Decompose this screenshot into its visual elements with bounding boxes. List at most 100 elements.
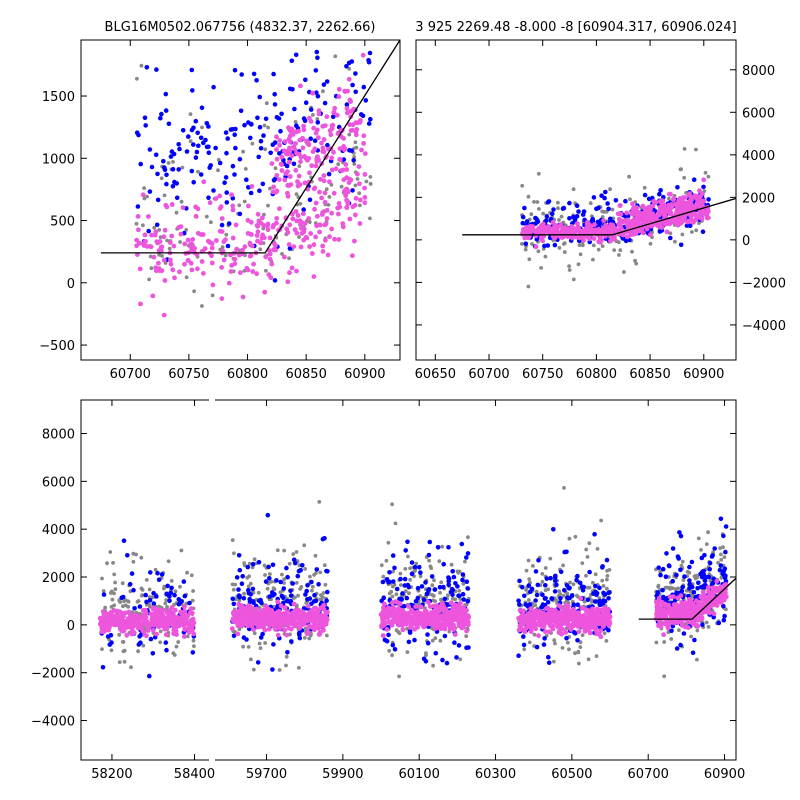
data-point	[689, 218, 694, 224]
data-point	[407, 591, 411, 596]
data-point	[699, 200, 705, 206]
data-point	[316, 135, 321, 141]
data-point	[282, 581, 286, 585]
data-point	[400, 627, 406, 633]
data-point	[362, 200, 368, 206]
data-point	[137, 266, 143, 272]
data-point	[266, 203, 270, 208]
data-point	[352, 155, 356, 159]
data-point	[391, 611, 397, 617]
data-point	[706, 174, 711, 179]
data-point	[153, 567, 158, 572]
data-point	[591, 236, 597, 241]
top-left-title: BLG16M0502.067756 (4832.37, 2262.66)	[105, 20, 376, 35]
data-point	[263, 116, 269, 122]
data-point	[150, 293, 156, 299]
data-point	[219, 216, 225, 221]
data-point	[590, 230, 596, 235]
data-point	[219, 222, 225, 228]
data-point	[535, 582, 541, 588]
data-point	[244, 177, 249, 182]
data-point	[684, 190, 688, 195]
data-point	[587, 569, 592, 575]
data-point	[312, 206, 317, 212]
data-point	[560, 206, 566, 211]
data-point	[247, 561, 252, 566]
data-point	[155, 240, 161, 246]
top-left-model-line	[100, 40, 400, 254]
data-point	[446, 621, 451, 627]
data-point	[457, 593, 462, 599]
data-point	[282, 139, 288, 145]
data-point	[322, 620, 328, 626]
data-point	[350, 188, 355, 193]
data-point	[109, 648, 114, 653]
data-point	[581, 238, 586, 243]
data-point	[610, 207, 615, 212]
data-point	[123, 603, 128, 608]
data-point	[182, 608, 188, 614]
data-point	[530, 228, 535, 234]
data-point	[313, 611, 318, 617]
data-point	[122, 599, 126, 604]
data-point	[103, 623, 109, 628]
data-point	[633, 258, 637, 263]
data-point	[282, 627, 287, 633]
data-point	[294, 123, 299, 128]
data-point	[324, 207, 330, 213]
data-point	[135, 204, 141, 209]
data-point	[656, 565, 661, 570]
data-point	[272, 102, 278, 107]
data-point	[144, 65, 150, 70]
data-point	[308, 231, 313, 236]
data-point	[590, 617, 595, 622]
data-point	[233, 222, 239, 228]
data-point	[344, 110, 350, 116]
data-point	[352, 238, 357, 244]
data-point	[409, 571, 415, 577]
data-point	[682, 195, 688, 200]
data-point	[551, 527, 556, 532]
data-point	[441, 584, 446, 590]
data-point	[220, 248, 226, 254]
data-point	[679, 563, 684, 568]
data-point	[544, 576, 550, 581]
data-point	[353, 183, 358, 188]
data-point	[366, 59, 372, 65]
data-point	[156, 624, 162, 630]
data-point	[312, 573, 316, 577]
data-point	[150, 595, 155, 600]
data-point	[460, 577, 465, 583]
data-point	[251, 261, 256, 267]
data-point	[669, 202, 674, 207]
data-point	[113, 587, 118, 592]
bottom-panel: 58200 58400 59700 59900 60100 60300 60500 60700…	[31, 396, 745, 782]
data-point	[308, 136, 314, 141]
data-point	[606, 621, 612, 627]
data-point	[311, 618, 317, 624]
data-point	[389, 622, 395, 628]
data-point	[379, 563, 384, 568]
data-point	[324, 79, 330, 84]
data-point	[172, 275, 177, 281]
data-point	[593, 589, 598, 595]
data-point	[368, 116, 373, 122]
data-point	[249, 184, 255, 189]
data-point	[546, 660, 552, 665]
data-point	[277, 142, 282, 148]
data-point	[284, 622, 290, 628]
data-point	[291, 557, 297, 562]
data-point	[556, 610, 562, 616]
data-point	[669, 637, 674, 641]
data-point	[288, 626, 294, 632]
data-point	[162, 227, 168, 233]
data-point	[326, 171, 332, 177]
data-point	[544, 606, 549, 611]
data-point	[177, 146, 182, 152]
data-point	[348, 99, 353, 104]
data-point	[154, 631, 160, 637]
data-point	[248, 581, 253, 586]
data-point	[315, 55, 320, 60]
data-point	[271, 222, 277, 228]
data-point	[603, 189, 608, 195]
